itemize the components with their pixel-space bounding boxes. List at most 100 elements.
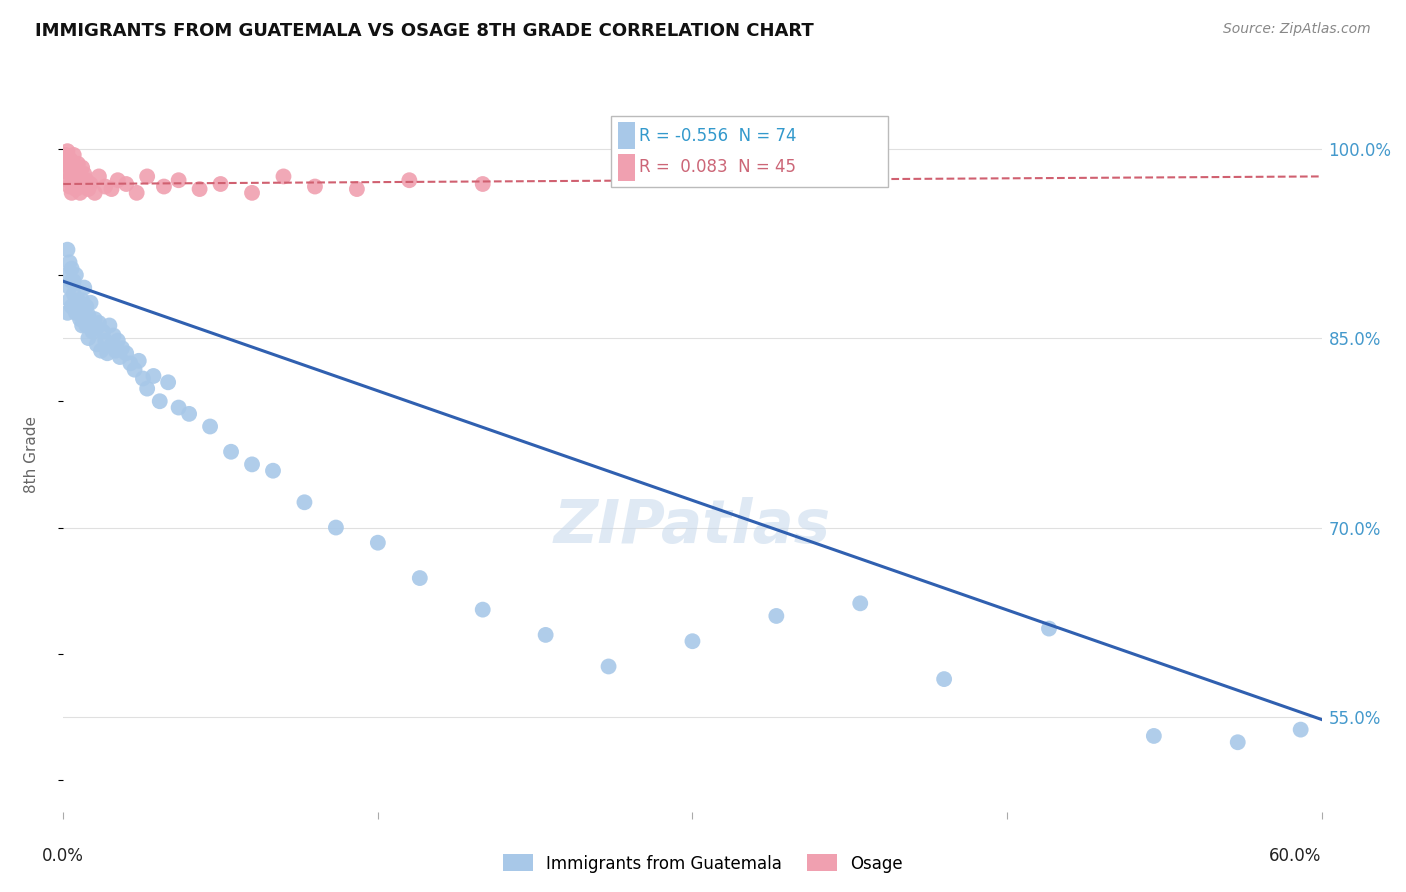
Point: [103, 328, 125, 343]
Point: [304, 179, 326, 194]
Text: 60.0%: 60.0%: [1270, 847, 1322, 865]
Point: [77, 182, 100, 196]
Point: [128, 354, 150, 368]
Point: [136, 169, 159, 184]
Point: [124, 362, 146, 376]
Point: [66, 293, 89, 308]
Point: [198, 419, 221, 434]
Point: [91, 325, 114, 339]
Point: [534, 628, 557, 642]
Point: [56, 173, 79, 187]
Point: [75, 300, 97, 314]
Point: [58, 161, 80, 175]
Point: [136, 382, 159, 396]
Point: [73, 306, 96, 320]
Point: [398, 173, 420, 187]
Point: [77, 309, 100, 323]
Point: [367, 535, 389, 549]
Point: [765, 609, 787, 624]
Point: [53, 148, 76, 162]
Point: [53, 268, 76, 282]
Point: [240, 186, 263, 200]
Text: IMMIGRANTS FROM GUATEMALA VS OSAGE 8TH GRADE CORRELATION CHART: IMMIGRANTS FROM GUATEMALA VS OSAGE 8TH G…: [35, 22, 814, 40]
Point: [75, 173, 97, 187]
Point: [219, 444, 242, 458]
Point: [142, 369, 165, 384]
Point: [62, 148, 84, 162]
Point: [849, 596, 872, 610]
Point: [1143, 729, 1166, 743]
Point: [273, 169, 295, 184]
Point: [79, 316, 101, 330]
Point: [83, 186, 105, 200]
Point: [73, 179, 96, 194]
Point: [90, 343, 112, 358]
Point: [120, 356, 142, 370]
Point: [53, 164, 76, 178]
Point: [111, 341, 134, 355]
Point: [325, 520, 347, 534]
Point: [70, 318, 93, 333]
Point: [934, 672, 956, 686]
Point: [62, 300, 84, 314]
Point: [69, 186, 91, 200]
Point: [471, 602, 494, 616]
Point: [598, 659, 620, 673]
Text: 0.0%: 0.0%: [42, 847, 84, 865]
Point: [79, 295, 101, 310]
Text: ZIPatlas: ZIPatlas: [554, 497, 831, 556]
Point: [73, 167, 96, 181]
Point: [65, 306, 87, 320]
Point: [56, 243, 79, 257]
Point: [70, 161, 93, 175]
Point: [58, 280, 80, 294]
Point: [346, 182, 368, 196]
Point: [108, 350, 131, 364]
Point: [83, 312, 105, 326]
Point: [60, 261, 83, 276]
Text: Source: ZipAtlas.com: Source: ZipAtlas.com: [1223, 22, 1371, 37]
Point: [69, 169, 91, 184]
Point: [60, 300, 83, 314]
Point: [94, 179, 117, 194]
Point: [66, 157, 89, 171]
Point: [60, 169, 83, 184]
Point: [60, 154, 83, 169]
Point: [65, 167, 87, 181]
Point: [79, 177, 101, 191]
Point: [66, 306, 89, 320]
Point: [96, 346, 118, 360]
Point: [100, 337, 122, 351]
Point: [1038, 622, 1060, 636]
Legend: Immigrants from Guatemala, Osage: Immigrants from Guatemala, Osage: [496, 847, 910, 880]
Point: [104, 343, 127, 358]
Point: [149, 394, 172, 409]
Point: [107, 334, 129, 348]
Point: [188, 182, 211, 196]
Point: [157, 376, 180, 390]
Point: [471, 177, 494, 191]
Point: [60, 186, 83, 200]
Point: [58, 152, 80, 166]
Point: [62, 173, 84, 187]
Point: [56, 144, 79, 158]
Point: [56, 306, 79, 320]
Point: [294, 495, 316, 509]
Point: [69, 300, 91, 314]
Point: [179, 407, 201, 421]
Point: [132, 371, 155, 385]
Point: [87, 316, 110, 330]
Point: [115, 346, 138, 360]
Point: [682, 634, 704, 648]
Point: [1226, 735, 1249, 749]
Point: [62, 274, 84, 288]
Point: [262, 464, 284, 478]
Point: [100, 182, 122, 196]
Point: [125, 186, 148, 200]
Point: [60, 274, 83, 288]
Point: [94, 334, 117, 348]
Point: [209, 177, 232, 191]
Point: [153, 179, 176, 194]
Point: [70, 293, 93, 308]
Point: [58, 179, 80, 194]
